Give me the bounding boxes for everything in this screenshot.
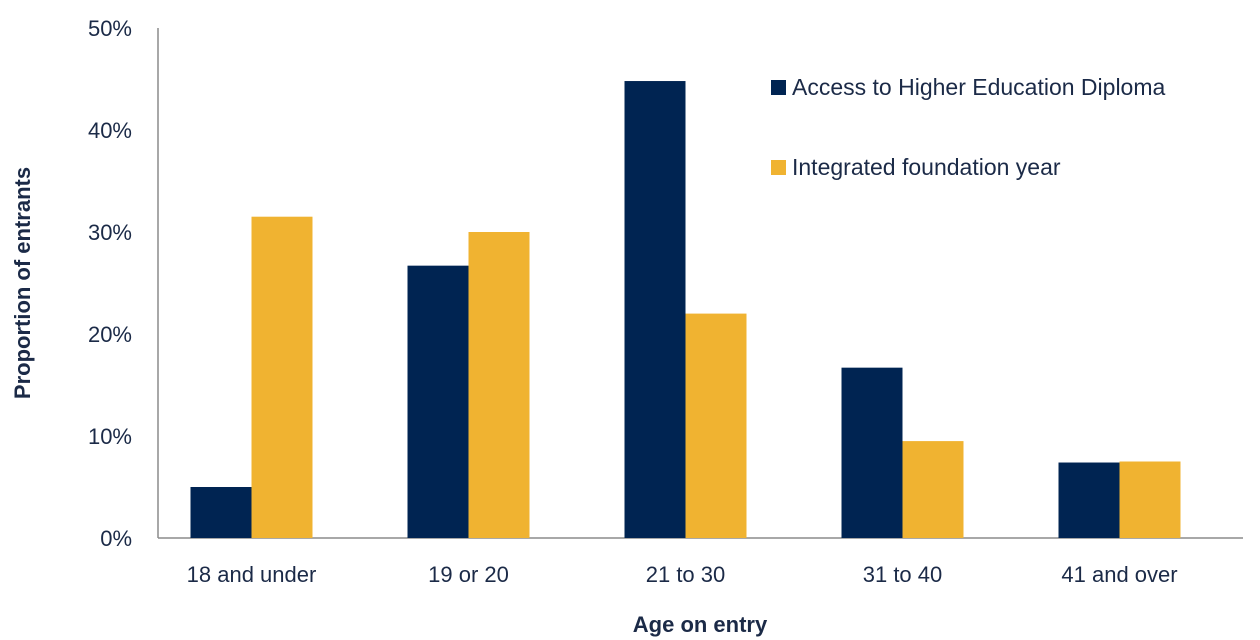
legend-label: Access to Higher Education Diploma [792, 74, 1165, 100]
bar-foundation-year [468, 232, 530, 538]
y-axis-ticks: 0% 10% 20% 30% 40% 50% [88, 16, 132, 551]
bar-access-diploma [841, 367, 903, 538]
x-axis-ticks: 18 and under 19 or 20 21 to 30 31 to 40 41 a… [187, 562, 1178, 587]
bar-foundation-year [251, 216, 313, 538]
y-tick-label: 20% [88, 322, 132, 347]
x-tick-label: 31 to 40 [863, 562, 943, 587]
bars [190, 81, 1181, 538]
legend-swatch [771, 160, 786, 175]
bar-access-diploma [190, 487, 252, 538]
bar-access-diploma [1058, 462, 1120, 538]
y-tick-label: 40% [88, 118, 132, 143]
bar-foundation-year [685, 313, 747, 538]
legend: Access to Higher Education Diploma Integr… [771, 74, 1165, 180]
legend-label: Integrated foundation year [792, 154, 1061, 180]
y-tick-label: 10% [88, 424, 132, 449]
y-tick-label: 0% [100, 526, 132, 551]
x-tick-label: 21 to 30 [646, 562, 726, 587]
bar-access-diploma [407, 265, 469, 538]
bar-foundation-year [1119, 461, 1181, 538]
y-axis-title: Proportion of entrants [10, 167, 35, 399]
y-tick-label: 50% [88, 16, 132, 41]
legend-swatch [771, 80, 786, 95]
x-axis-title: Age on entry [633, 612, 768, 637]
y-tick-label: 30% [88, 220, 132, 245]
x-tick-label: 19 or 20 [428, 562, 509, 587]
x-tick-label: 18 and under [187, 562, 317, 587]
x-tick-label: 41 and over [1061, 562, 1177, 587]
bar-access-diploma [624, 81, 686, 538]
bar-foundation-year [902, 441, 964, 538]
